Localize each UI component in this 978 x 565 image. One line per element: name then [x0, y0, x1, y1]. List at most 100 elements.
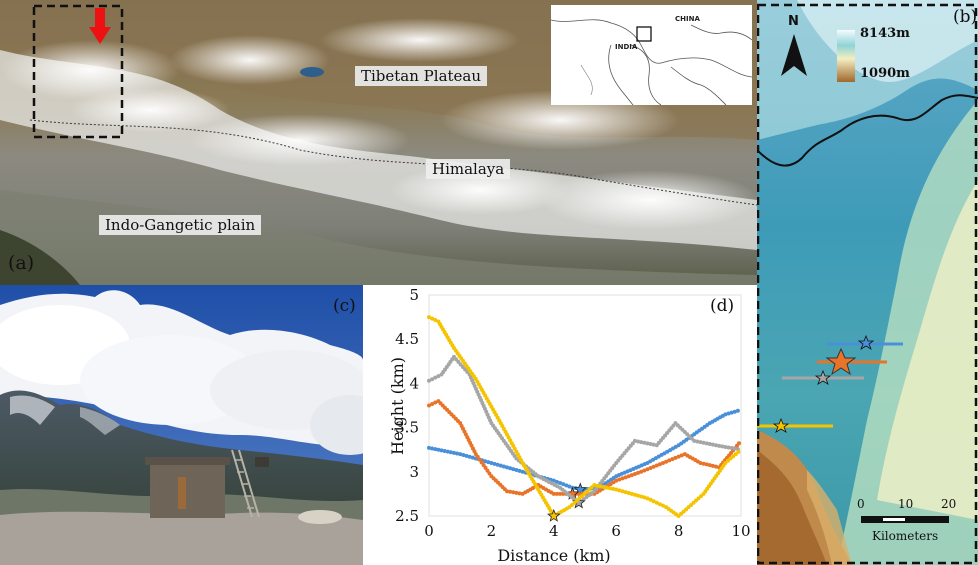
- data-point: [604, 485, 609, 490]
- data-point: [645, 441, 650, 446]
- data-point: [492, 461, 497, 466]
- data-point: [651, 464, 656, 469]
- data-point: [430, 402, 435, 407]
- data-point: [729, 446, 734, 451]
- scale-tick-20: 20: [941, 497, 957, 511]
- y-tick-label: 3.5: [395, 419, 419, 437]
- data-point: [673, 455, 678, 460]
- data-point: [654, 463, 659, 468]
- data-point: [698, 460, 703, 465]
- data-point: [714, 443, 719, 448]
- data-point: [707, 463, 712, 468]
- data-point: [475, 454, 480, 459]
- x-axis-label: Distance (km): [497, 546, 610, 565]
- data-point: [651, 442, 656, 447]
- data-point: [430, 316, 435, 321]
- data-point: [576, 491, 581, 496]
- data-point: [733, 452, 738, 457]
- data-point: [433, 447, 438, 452]
- y-tick-label: 4.5: [395, 330, 419, 348]
- height-profile-chart-panel: 0 2 4 6 8 10 2.5 3 3.5 4 4.5 5 Height (km) Distance…: [363, 285, 757, 565]
- inset-highlight-box: [636, 26, 652, 42]
- data-point: [517, 468, 522, 473]
- north-arrow-icon: [781, 34, 807, 76]
- data-point: [514, 490, 519, 495]
- height-profile-chart: 0 2 4 6 8 10 2.5 3 3.5 4 4.5 5 Height (km) Distance…: [388, 286, 751, 565]
- data-point: [676, 454, 681, 459]
- data-point: [427, 315, 431, 320]
- data-point: [735, 408, 740, 413]
- data-point: [517, 491, 522, 496]
- data-point: [451, 450, 456, 455]
- data-point: [595, 483, 600, 488]
- data-point: [598, 484, 603, 489]
- data-point: [723, 460, 728, 465]
- y-tick-label: 3: [409, 463, 419, 481]
- data-point: [723, 412, 728, 417]
- legend-max-label: 8143m: [860, 26, 910, 41]
- data-point: [473, 452, 478, 457]
- data-point: [427, 445, 431, 450]
- data-point: [714, 464, 719, 469]
- data-point: [617, 488, 622, 493]
- data-point: [458, 452, 463, 457]
- data-point: [467, 454, 472, 459]
- data-point: [442, 449, 447, 454]
- x-tick-label: 2: [487, 522, 497, 540]
- scale-unit-label: Kilometers: [872, 529, 939, 543]
- data-point: [632, 438, 637, 443]
- data-point: [642, 440, 647, 445]
- data-point: [433, 318, 438, 323]
- x-tick-label: 4: [549, 522, 559, 540]
- data-point: [489, 460, 494, 465]
- data-point: [511, 490, 516, 495]
- data-point: [667, 458, 672, 463]
- data-point: [651, 499, 656, 504]
- data-point: [701, 440, 706, 445]
- study-area-box: [32, 4, 124, 139]
- data-point: [632, 472, 637, 477]
- data-point: [511, 467, 516, 472]
- data-point: [483, 465, 488, 470]
- data-point: [654, 500, 659, 505]
- data-point: [664, 459, 669, 464]
- x-tick-label: 10: [731, 522, 750, 540]
- data-point: [695, 439, 700, 444]
- data-point: [508, 489, 513, 494]
- data-point: [439, 448, 444, 453]
- panel-d-label: (d): [710, 296, 735, 316]
- data-point: [433, 375, 438, 380]
- data-point: [636, 470, 641, 475]
- data-point: [620, 489, 625, 494]
- x-tick-label: 0: [424, 522, 434, 540]
- data-point: [592, 483, 597, 488]
- data-point: [732, 446, 737, 451]
- data-point: [607, 486, 612, 491]
- star-main-icon: [825, 347, 857, 376]
- x-tick-label: 8: [674, 522, 684, 540]
- inset-label-india: INDIA: [615, 43, 638, 51]
- data-point: [436, 374, 441, 379]
- data-point: [648, 442, 653, 447]
- data-point: [558, 491, 563, 496]
- north-label: N: [788, 14, 799, 29]
- data-point: [698, 440, 703, 445]
- data-point: [629, 491, 634, 496]
- data-point: [567, 484, 572, 489]
- data-point: [481, 463, 486, 468]
- data-point: [617, 477, 622, 482]
- elevation-map-panel: N 8143m 1090m (b) 0 10 20 Kilometers: [757, 0, 978, 565]
- data-point: [461, 453, 466, 458]
- data-point: [710, 442, 715, 447]
- star-gray-icon: [814, 369, 832, 385]
- legend-min-label: 1090m: [860, 66, 910, 81]
- data-point: [601, 484, 606, 489]
- data-point: [427, 403, 431, 408]
- data-point: [564, 483, 569, 488]
- data-point: [611, 486, 616, 491]
- data-point: [717, 443, 722, 448]
- y-tick-label: 4: [409, 374, 419, 392]
- data-point: [632, 492, 637, 497]
- data-point: [623, 475, 628, 480]
- data-point: [487, 471, 492, 476]
